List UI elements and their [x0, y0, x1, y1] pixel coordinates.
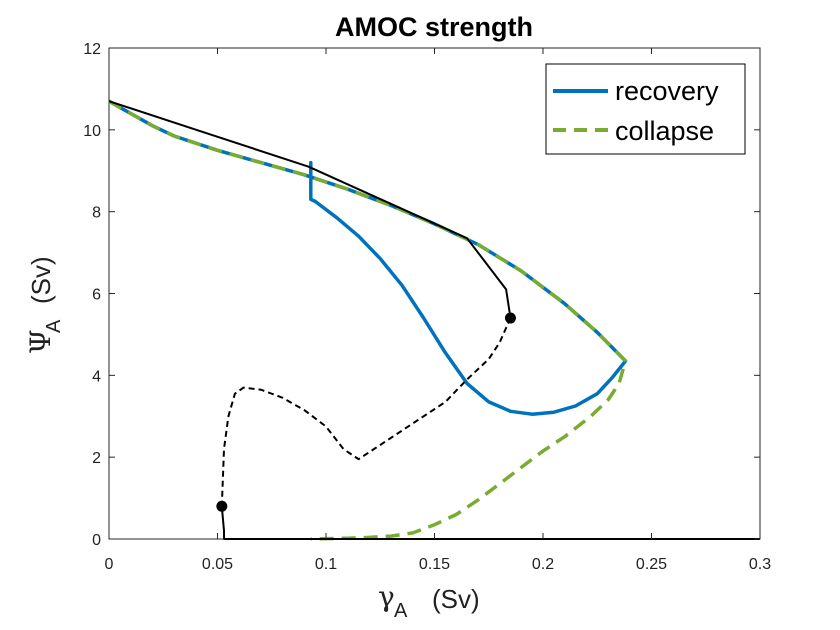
y-tick-label: 2 [92, 450, 101, 467]
x-tick-label: 0 [105, 556, 114, 573]
series-line-black-4 [220, 506, 760, 540]
y-tick-label: 8 [92, 205, 101, 222]
x-tick-label: 0.05 [202, 556, 233, 573]
legend-label-collapse: collapse [615, 116, 714, 146]
legend-box [545, 63, 746, 155]
y-tick-label: 10 [83, 123, 101, 140]
x-axis-unit: (Sv) [432, 584, 480, 614]
y-axis-unit: (Sv) [26, 256, 56, 304]
series-line-collapse [108, 99, 628, 541]
y-axis-label: Ψ A (Sv) [24, 256, 65, 354]
y-tick-label: 6 [92, 287, 101, 304]
x-tick-label: 0.15 [419, 556, 450, 573]
x-tick-label: 0.3 [749, 556, 771, 573]
legend-label-recovery: recovery [615, 76, 719, 106]
x-tick-label: 0.1 [315, 556, 337, 573]
axis-ticks: 0 0.05 0.1 0.15 0.2 0.25 0.3 0 2 4 6 8 10 12 [83, 41, 771, 573]
series-line-black-3 [220, 317, 512, 507]
chart-title: AMOC strength [335, 12, 533, 42]
x-axis-symbol: γ [378, 580, 395, 613]
y-axis-symbol: Ψ [24, 329, 57, 354]
y-tick-label: 12 [83, 41, 101, 58]
series-line-black-2 [108, 100, 512, 319]
bifurcation-point-0 [216, 500, 228, 512]
legend: recovery collapse [545, 63, 746, 155]
y-tick-label: 4 [92, 368, 101, 385]
x-tick-label: 0.2 [532, 556, 554, 573]
x-axis-subscript: A [394, 600, 408, 622]
y-axis-subscript: A [43, 319, 65, 333]
x-tick-label: 0.25 [636, 556, 667, 573]
y-tick-label: 0 [92, 532, 101, 549]
x-axis-label: γ A (Sv) [378, 580, 480, 622]
bifurcation-point-1 [504, 312, 516, 324]
